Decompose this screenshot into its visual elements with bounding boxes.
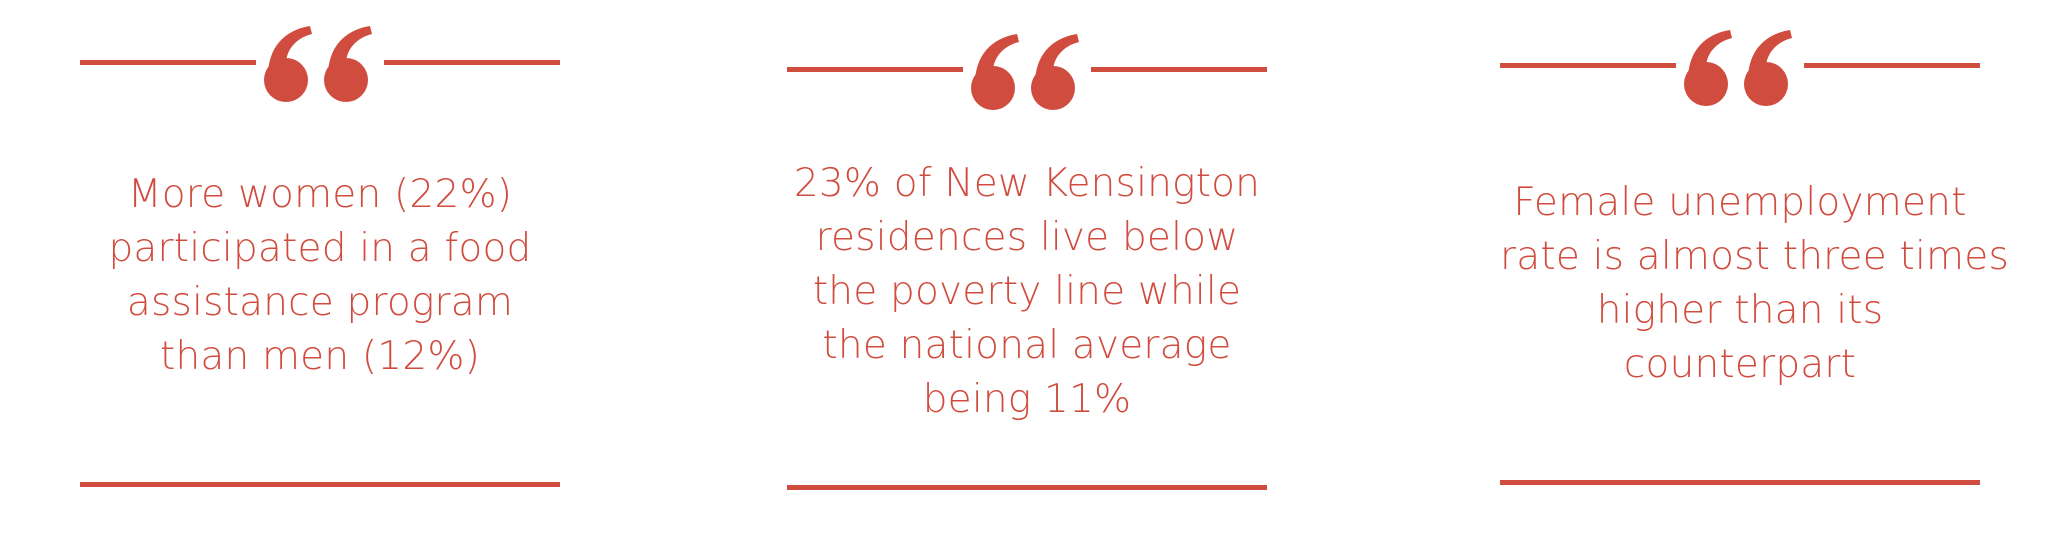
quote-line: the national average	[822, 323, 1232, 368]
quote-line: rate is almost three times	[1500, 234, 2009, 279]
top-rule-left	[1500, 63, 1676, 68]
quote-text-2: 23% of New Kensington residences live be…	[787, 157, 1267, 427]
quote-line: 23% of New Kensington	[793, 161, 1261, 206]
quote-line: the poverty line while	[812, 269, 1242, 314]
top-rule-right	[1091, 67, 1267, 72]
top-rule-left	[80, 60, 256, 65]
quote-line: than men (12%)	[159, 334, 481, 379]
quote-card-1: More women (22%) participated in a food …	[80, 0, 560, 540]
quote-mark-icon	[1684, 30, 1792, 106]
quote-mark-icon	[264, 26, 372, 102]
quote-line: assistance program	[126, 280, 514, 325]
bottom-rule	[80, 482, 560, 487]
quote-line: higher than its	[1596, 288, 1884, 333]
quote-line: More women (22%)	[127, 172, 513, 217]
top-rule-right	[1804, 63, 1980, 68]
quote-line: counterpart	[1623, 342, 1857, 387]
quote-line: participated in a food	[108, 226, 532, 271]
bottom-rule	[1500, 480, 1980, 485]
quote-line: Female unemployment	[1513, 180, 1967, 225]
quote-text-1: More women (22%) participated in a food …	[80, 168, 560, 384]
quote-card-3: Female unemployment rate is almost three…	[1500, 0, 2009, 540]
bottom-rule	[787, 485, 1267, 490]
top-rule-left	[787, 67, 963, 72]
quote-mark-icon	[971, 34, 1079, 110]
quote-text-3: Female unemployment rate is almost three…	[1500, 176, 2009, 392]
top-rule-right	[384, 60, 560, 65]
quote-card-2: 23% of New Kensington residences live be…	[787, 0, 1267, 540]
quote-line: being 11%	[922, 377, 1132, 422]
quote-line: residences live below	[815, 215, 1239, 260]
